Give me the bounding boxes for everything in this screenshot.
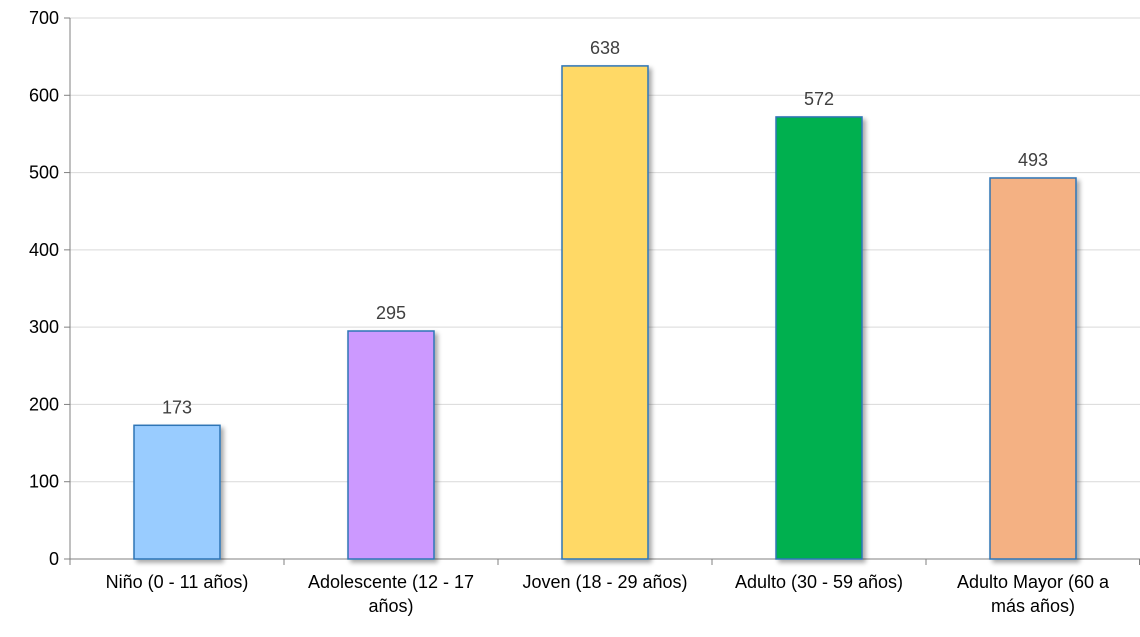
x-tick-label: años) — [368, 596, 413, 616]
labels: 0 100 200 300 400 500 600 700 173 Niño (0 - 11 añ… — [29, 8, 1110, 616]
data-label: 173 — [162, 397, 192, 417]
bar — [133, 424, 221, 560]
x-tick-label: Adulto Mayor (60 a — [957, 572, 1110, 592]
bar — [989, 177, 1077, 560]
bar — [347, 330, 435, 560]
y-tick-label: 0 — [49, 549, 59, 569]
y-tick-label: 200 — [29, 394, 59, 414]
bars — [133, 65, 1077, 560]
y-tick-label: 500 — [29, 163, 59, 183]
y-tick-label: 600 — [29, 85, 59, 105]
x-tick-label: Niño (0 - 11 años) — [106, 572, 249, 592]
y-tick-label: 400 — [29, 240, 59, 260]
x-tick-label: Adulto (30 - 59 años) — [735, 572, 903, 592]
x-tick-label: más años) — [991, 596, 1075, 616]
data-label: 493 — [1018, 150, 1048, 170]
y-tick-label: 300 — [29, 317, 59, 337]
data-label: 572 — [804, 89, 834, 109]
x-tick-label: Adolescente (12 - 17 — [308, 572, 474, 592]
bar — [561, 65, 649, 560]
data-label: 295 — [376, 303, 406, 323]
bar — [775, 116, 863, 560]
y-tick-label: 700 — [29, 8, 59, 28]
y-tick-label: 100 — [29, 472, 59, 492]
data-label: 638 — [590, 38, 620, 58]
x-tick-label: Joven (18 - 29 años) — [522, 572, 687, 592]
